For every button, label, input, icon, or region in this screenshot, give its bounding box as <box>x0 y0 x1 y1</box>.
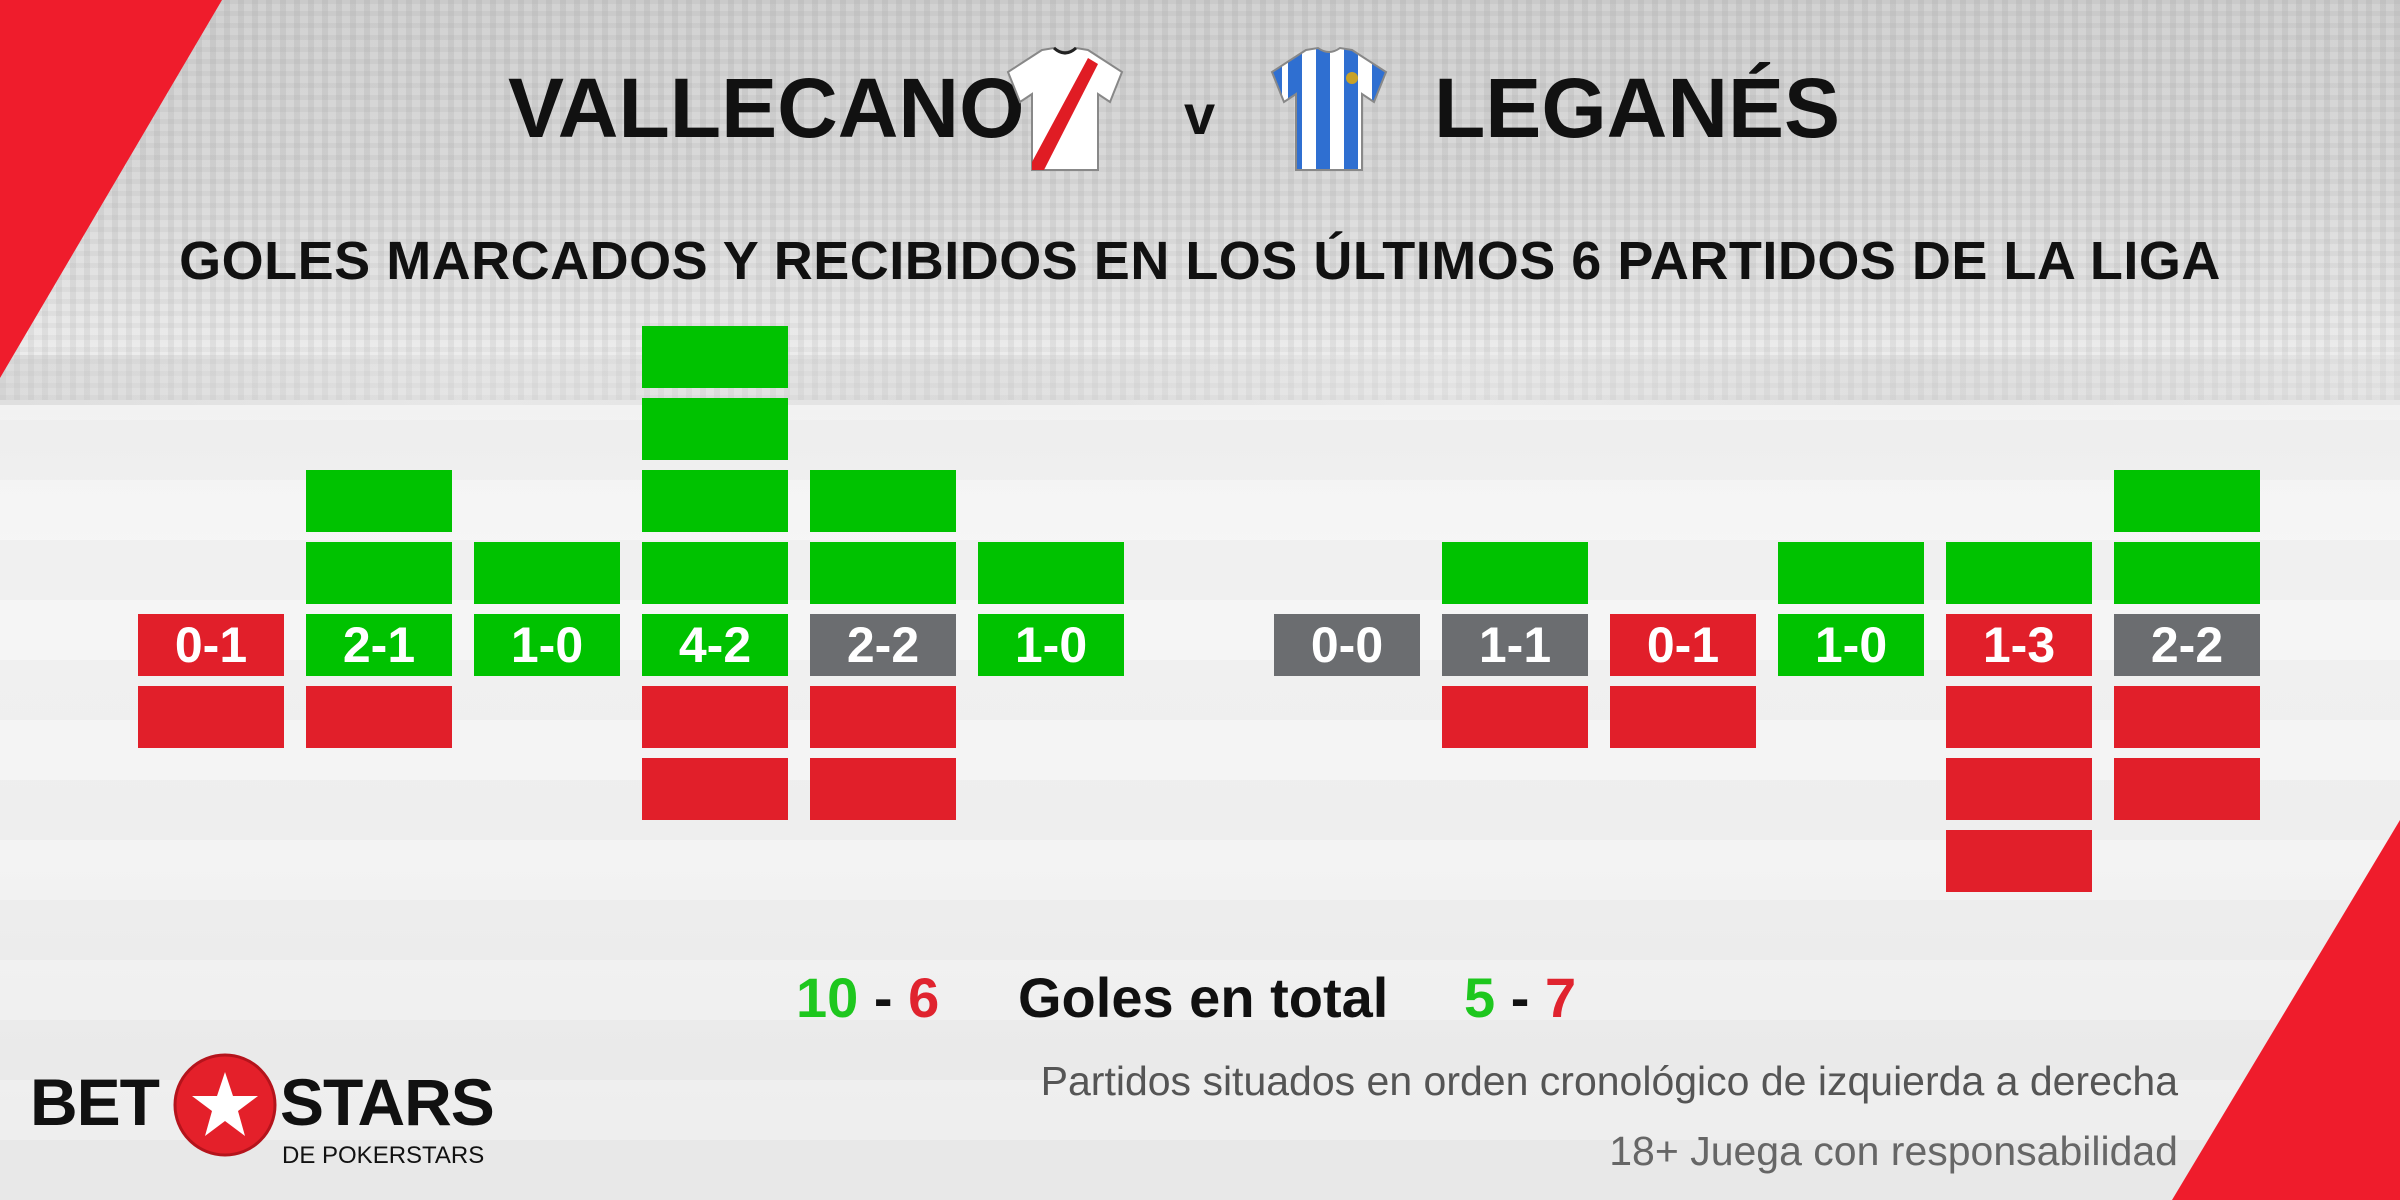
match-score-label: 0-1 <box>1647 617 1719 673</box>
goal-scored-block <box>642 326 788 388</box>
match-score-label: 1-0 <box>1015 617 1087 673</box>
match-score-box <box>306 614 452 676</box>
totals-label: Goles en total <box>1018 966 1389 1029</box>
match-score-label: 1-3 <box>1983 617 2055 673</box>
betstars-logo: BET STARS DE POKERSTARS <box>30 1050 495 1180</box>
goal-conceded-block <box>1946 686 2092 748</box>
match-score-label: 2-2 <box>847 617 919 673</box>
goal-scored-block <box>810 470 956 532</box>
match-score-box <box>978 614 1124 676</box>
match-score-label: 0-1 <box>175 617 247 673</box>
goal-scored-block <box>642 398 788 460</box>
goal-conceded-block <box>642 758 788 820</box>
advertising-boards <box>0 355 2400 405</box>
away-conceded-total: 7 <box>1544 966 1577 1029</box>
goal-scored-block <box>2114 470 2260 532</box>
goal-scored-block <box>642 542 788 604</box>
jersey-white-red-sash-icon <box>1006 46 1124 171</box>
match-score-box <box>474 614 620 676</box>
logo-bet: BET <box>30 1065 160 1139</box>
match-score-label: 1-1 <box>1479 617 1551 673</box>
match-score-box <box>810 614 956 676</box>
goal-scored-block <box>1442 542 1588 604</box>
match-score-label: 2-2 <box>2151 617 2223 673</box>
team-group-home: 0-1 2-1 1-0 4-2 2-2 1-0 <box>138 326 1124 820</box>
team-group-away: 0-0 1-1 0-1 1-0 1-3 2-2 <box>1274 470 2260 892</box>
goal-scored-block <box>642 470 788 532</box>
away-team-name: LEGANÉS <box>1434 61 1841 155</box>
home-totals-dash: - <box>873 966 893 1029</box>
goal-scored-block <box>978 542 1124 604</box>
away-totals-dash: - <box>1510 966 1530 1029</box>
logo-stars: STARS <box>280 1065 495 1139</box>
goal-scored-block <box>810 542 956 604</box>
goal-scored-block <box>474 542 620 604</box>
goal-scored-block <box>306 542 452 604</box>
star-ball-icon <box>173 1053 277 1157</box>
away-totals: 5 - 7 <box>1464 970 1576 1026</box>
goal-scored-block <box>306 470 452 532</box>
home-totals: 10 - 6 <box>796 970 939 1026</box>
goal-scored-block <box>1946 542 2092 604</box>
match-score-label: 1-0 <box>511 617 583 673</box>
corner-accent-top-left <box>0 0 222 378</box>
goal-conceded-block <box>642 686 788 748</box>
jersey-blue-white-stripes-icon <box>1270 46 1388 171</box>
goal-conceded-block <box>2114 758 2260 820</box>
goal-conceded-block <box>2114 686 2260 748</box>
match-score-box <box>1610 614 1756 676</box>
match-score-box <box>2114 614 2260 676</box>
match-score-box <box>1778 614 1924 676</box>
home-scored-total: 10 <box>796 966 859 1029</box>
match-score-box <box>1442 614 1588 676</box>
match-score-box <box>138 614 284 676</box>
match-score-label: 2-1 <box>343 617 415 673</box>
goal-conceded-block <box>810 758 956 820</box>
goal-conceded-block <box>1946 830 2092 892</box>
goal-conceded-block <box>138 686 284 748</box>
match-score-label: 4-2 <box>679 617 751 673</box>
logo-subtitle: DE POKERSTARS <box>282 1142 485 1169</box>
goal-scored-block <box>2114 542 2260 604</box>
goal-conceded-block <box>1610 686 1756 748</box>
responsible-gambling-note: 18+ Juega con responsabilidad <box>1609 1128 2178 1174</box>
match-score-box <box>642 614 788 676</box>
goal-conceded-block <box>1442 686 1588 748</box>
goal-conceded-block <box>1946 758 2092 820</box>
home-team-name: VALLECANO <box>508 61 1025 155</box>
match-score-box <box>1274 614 1420 676</box>
corner-accent-bottom-right <box>2172 820 2400 1200</box>
match-score-label: 0-0 <box>1311 617 1383 673</box>
stadium-crowd-backdrop <box>0 0 2400 400</box>
goal-scored-block <box>1778 542 1924 604</box>
home-conceded-total: 6 <box>908 966 940 1029</box>
goal-conceded-block <box>306 686 452 748</box>
chronology-note: Partidos situados en orden cronológico d… <box>1040 1058 2178 1104</box>
away-scored-total: 5 <box>1464 966 1496 1029</box>
chart-subtitle: GOLES MARCADOS Y RECIBIDOS EN LOS ÚLTIMO… <box>179 231 2221 291</box>
match-score-box <box>1946 614 2092 676</box>
match-score-label: 1-0 <box>1815 617 1887 673</box>
versus-separator: v <box>1184 83 1216 146</box>
goal-conceded-block <box>810 686 956 748</box>
